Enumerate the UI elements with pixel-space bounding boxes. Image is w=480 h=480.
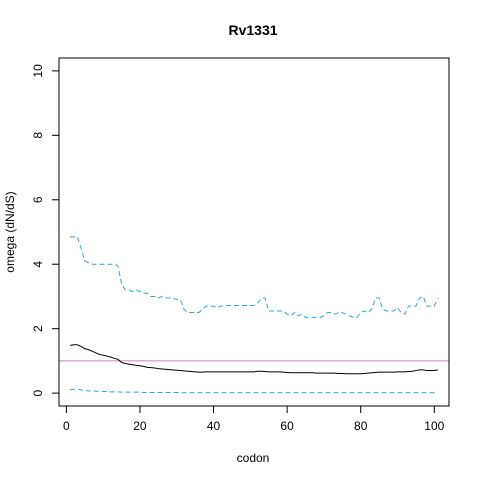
x-axis-label: codon (237, 451, 270, 465)
x-axis: 0 20 40 60 80 100 (63, 405, 445, 433)
series-lower-line (69, 388, 438, 394)
plot-frame (58, 57, 450, 407)
y-axis: 0 2 4 6 8 10 (31, 64, 60, 396)
x-tick-label: 60 (280, 419, 294, 433)
plot-area (59, 236, 449, 394)
x-tick-label: 0 (63, 419, 70, 433)
x-tick-label: 80 (354, 419, 368, 433)
y-axis-label: omega (dN/dS) (3, 191, 17, 272)
series-group (69, 236, 439, 394)
y-tick-label: 6 (31, 196, 45, 203)
chart-title: Rv1331 (228, 22, 277, 38)
series-estimate-line (69, 344, 439, 375)
series-upper-line (70, 236, 439, 318)
x-tick-label: 40 (207, 419, 221, 433)
y-tick-label: 8 (31, 132, 45, 139)
y-tick-label: 2 (31, 325, 45, 332)
y-tick-label: 10 (31, 64, 45, 78)
y-tick-label: 0 (31, 389, 45, 396)
x-tick-label: 100 (424, 419, 444, 433)
y-tick-label: 4 (31, 261, 45, 268)
x-tick-label: 20 (133, 419, 147, 433)
